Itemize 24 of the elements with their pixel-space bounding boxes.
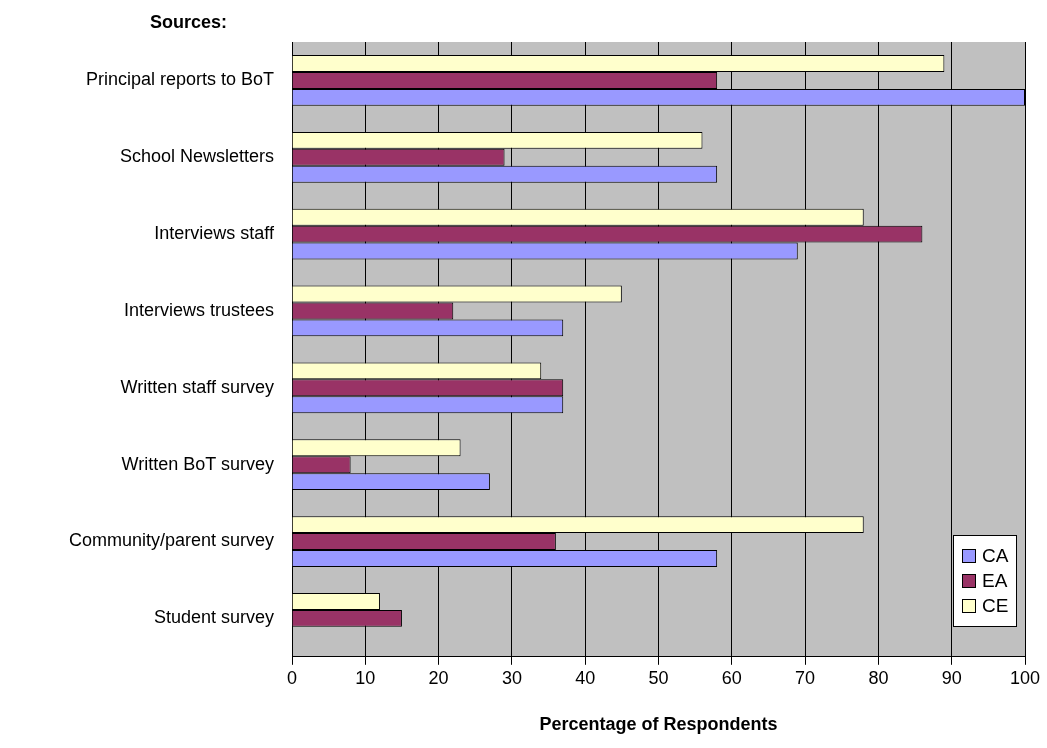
x-tick-label: 50 xyxy=(648,667,669,688)
y-tick-label: Community/parent survey xyxy=(68,530,274,551)
legend-label: CE xyxy=(982,594,1009,617)
legend-label: CA xyxy=(982,544,1009,567)
y-tick-label: Student survey xyxy=(153,607,274,628)
x-tick-label: 60 xyxy=(721,667,742,688)
y-axis-title: Sources: xyxy=(150,12,228,33)
y-tick-label: Written BoT survey xyxy=(121,453,274,474)
x-tick-label: 80 xyxy=(868,667,889,688)
y-tick-label: School Newsletters xyxy=(119,146,274,167)
x-tick-label: 100 xyxy=(1009,667,1041,688)
legend-label: EA xyxy=(982,569,1008,592)
x-tick-label: 70 xyxy=(795,667,816,688)
x-tick-label: 20 xyxy=(428,667,449,688)
x-tick-label: 40 xyxy=(575,667,596,688)
y-tick-label: Interviews trustees xyxy=(123,299,274,320)
x-tick-label: 10 xyxy=(355,667,376,688)
y-tick-label: Principal reports to BoT xyxy=(85,69,274,90)
x-tick-label: 30 xyxy=(501,667,522,688)
x-axis-title: Percentage of Respondents xyxy=(539,714,778,735)
x-tick-label: 90 xyxy=(941,667,962,688)
y-tick-label: Written staff survey xyxy=(120,376,274,397)
y-tick-label: Interviews staff xyxy=(154,223,275,244)
x-tick-label: 0 xyxy=(286,667,298,688)
